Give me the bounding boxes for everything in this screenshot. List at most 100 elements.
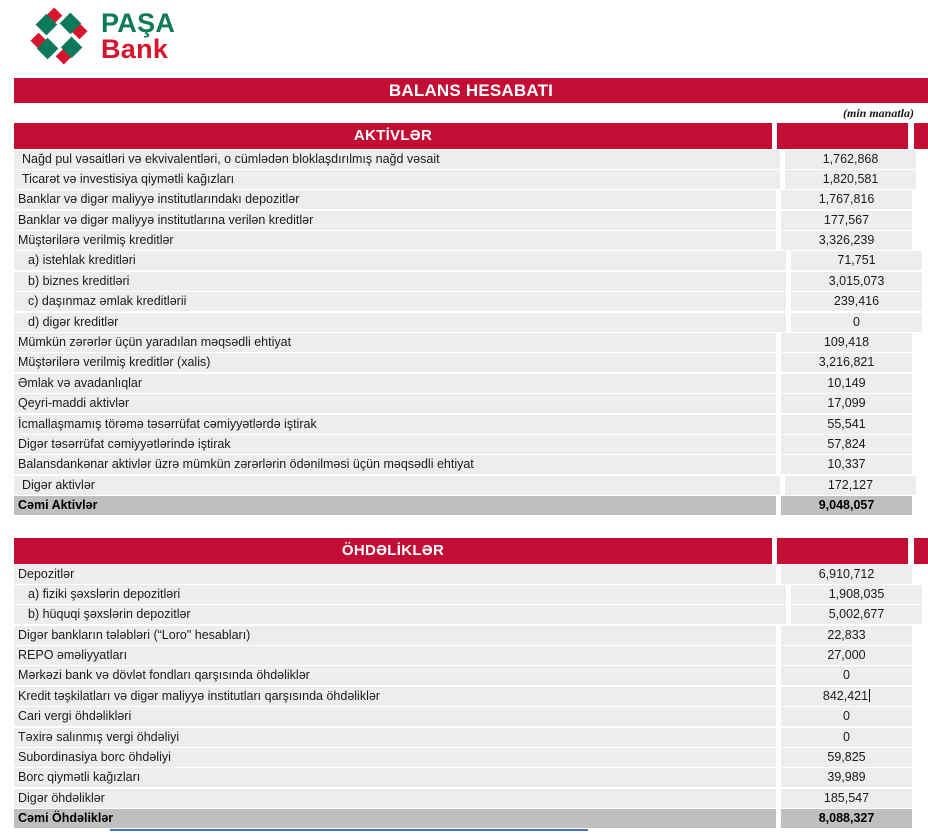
table-row: d) digər kreditlər 0: [14, 312, 928, 332]
row-label-cell[interactable]: Mərkəzi bank və dövlət fondları qarşısın…: [14, 666, 776, 686]
row-label: Balansdankənar aktivlər üzrə mümkün zərə…: [18, 457, 474, 472]
liabilities-header-title: ÖHDƏLİKLƏR: [341, 542, 445, 559]
row-label-cell[interactable]: Digər aktivlər: [14, 475, 780, 495]
row-value-cell[interactable]: 177,567: [781, 210, 912, 230]
row-label-cell[interactable]: b) hüquqi şəxslərin depozitlər: [14, 605, 786, 625]
row-value-cell[interactable]: 59,825: [781, 748, 912, 768]
row-label-cell[interactable]: Əmlak və avadanlıqlar: [14, 373, 776, 393]
row-label: Banklar və digər maliyyə institutlarına …: [18, 212, 314, 227]
row-label-cell[interactable]: Banklar və digər maliyyə institutlarına …: [14, 210, 776, 230]
row-label-cell[interactable]: Cari vergi öhdəlikləri: [14, 707, 776, 727]
table-row: Kredit təşkilatları və digər maliyyə ins…: [14, 686, 928, 706]
row-label-cell[interactable]: Balansdankənar aktivlər üzrə mümkün zərə…: [14, 455, 776, 475]
row-value: 22,833: [827, 627, 866, 642]
row-value-cell[interactable]: 0: [791, 312, 922, 332]
row-label-cell[interactable]: Banklar və digər maliyyə institutlarında…: [14, 190, 776, 210]
row-label: Borc qiymətli kağızları: [18, 770, 141, 785]
row-value: 27,000: [827, 648, 866, 663]
row-label-cell[interactable]: Digər bankların tələbləri (“Loro" hesabl…: [14, 625, 776, 645]
row-value-cell[interactable]: 8,088,327: [781, 809, 912, 829]
row-label-cell[interactable]: Ticarət və investisiya qiymətli kağızlar…: [14, 169, 780, 189]
row-value-cell[interactable]: 0: [781, 707, 912, 727]
row-value-cell[interactable]: 10,337: [781, 455, 912, 475]
row-label-cell[interactable]: Borc qiymətli kağızları: [14, 768, 776, 788]
row-label-cell[interactable]: Müştərilərə verilmiş kreditlər (xalis): [14, 353, 776, 373]
row-label-cell[interactable]: Depozitlər: [14, 564, 776, 584]
row-value-cell[interactable]: 71,751: [791, 251, 922, 271]
row-label: b) biznes kreditləri: [28, 273, 130, 288]
row-value-cell[interactable]: 6,910,712: [781, 564, 912, 584]
row-value-cell[interactable]: 10,149: [781, 373, 912, 393]
logo-word-pasa: PAŞA: [101, 7, 176, 38]
row-label-cell[interactable]: a) istehlak kreditləri: [14, 251, 786, 271]
row-value-cell[interactable]: 22,833: [781, 625, 912, 645]
row-label-cell[interactable]: Cəmi Öhdəliklər: [14, 809, 776, 829]
row-label: Qeyri-maddi aktivlər: [18, 396, 130, 411]
row-value-cell[interactable]: 1,762,868: [785, 149, 916, 169]
row-value-cell[interactable]: 1,767,816: [781, 190, 912, 210]
row-label-cell[interactable]: REPO əməliyyatları: [14, 646, 776, 666]
row-label: a) istehlak kreditləri: [28, 253, 136, 268]
row-label-cell[interactable]: Mümkün zərərlər üçün yaradılan məqsədli …: [14, 333, 776, 353]
row-value: 0: [843, 709, 850, 724]
row-value: 1,820,581: [822, 171, 879, 186]
row-label-cell[interactable]: Kredit təşkilatları və digər maliyyə ins…: [14, 686, 776, 706]
row-value-cell[interactable]: 39,989: [781, 768, 912, 788]
selection-underline: [110, 829, 588, 831]
row-value-cell[interactable]: 3,326,239: [781, 231, 912, 251]
row-value-cell[interactable]: 185,547: [781, 788, 912, 808]
row-value-cell[interactable]: 27,000: [781, 646, 912, 666]
row-label-cell[interactable]: Digər təsərrüfat cəmiyyətlərində iştirak: [14, 434, 776, 454]
row-value-cell[interactable]: 57,824: [781, 434, 912, 454]
row-label-cell[interactable]: a) fiziki şəxslərin depozitləri: [14, 584, 786, 604]
table-row: Depozitlər 6,910,712: [14, 564, 928, 584]
row-label-cell[interactable]: İcmallaşmamış törəmə təsərrüfat cəmiyyət…: [14, 414, 776, 434]
row-value-cell[interactable]: 0: [781, 666, 912, 686]
table-row: Subordinasiya borc öhdəliyi 59,825: [14, 748, 928, 768]
row-value-cell[interactable]: 1,908,035: [791, 584, 922, 604]
row-label: Nağd pul vəsaitləri və ekvivalentləri, o…: [22, 151, 440, 166]
row-value-cell[interactable]: 1,820,581: [785, 169, 916, 189]
row-value-cell[interactable]: 239,416: [791, 292, 922, 312]
liabilities-rows: Depozitlər 6,910,712 a) fiziki şəxslərin…: [14, 564, 928, 829]
table-row: Nağd pul vəsaitləri və ekvivalentləri, o…: [14, 149, 928, 169]
row-value-cell[interactable]: 9,048,057: [781, 496, 912, 516]
row-value-cell[interactable]: 17,099: [781, 394, 912, 414]
row-label: Cəmi Aktivlər: [18, 498, 98, 513]
row-label-cell[interactable]: b) biznes kreditləri: [14, 271, 786, 291]
row-value: 0: [843, 668, 850, 683]
row-value-cell[interactable]: 3,216,821: [781, 353, 912, 373]
row-label: İcmallaşmamış törəmə təsərrüfat cəmiyyət…: [18, 416, 317, 431]
row-value: 55,541: [827, 416, 866, 431]
row-label-cell[interactable]: Təxirə salınmış vergi öhdəliyi: [14, 727, 776, 747]
row-value-cell[interactable]: 3,015,073: [791, 271, 922, 291]
liabilities-header-label-cell: ÖHDƏLİKLƏR: [14, 538, 772, 564]
row-label-cell[interactable]: Cəmi Aktivlər: [14, 496, 776, 516]
row-value: 59,825: [827, 750, 866, 765]
row-value-cell[interactable]: 55,541: [781, 414, 912, 434]
row-label: Banklar və digər maliyyə institutlarında…: [18, 192, 300, 207]
row-label-cell[interactable]: Digər öhdəliklər: [14, 788, 776, 808]
row-value-cell[interactable]: 5,002,677: [791, 605, 922, 625]
table-row: Digər bankların tələbləri (“Loro" hesabl…: [14, 625, 928, 645]
table-row: Digər təsərrüfat cəmiyyətlərində iştirak…: [14, 434, 928, 454]
table-row: Ticarət və investisiya qiymətli kağızlar…: [14, 169, 928, 189]
row-value-cell[interactable]: 109,418: [781, 333, 912, 353]
row-label: REPO əməliyyatları: [18, 648, 128, 663]
row-label-cell[interactable]: c) daşınmaz əmlak kreditlərii: [14, 292, 786, 312]
row-label: Cəmi Öhdəliklər: [18, 811, 114, 826]
table-row: Təxirə salınmış vergi öhdəliyi 0: [14, 727, 928, 747]
row-label-cell[interactable]: d) digər kreditlər: [14, 312, 786, 332]
row-value: 239,416: [833, 294, 880, 309]
row-value-cell[interactable]: 0: [781, 727, 912, 747]
row-label-cell[interactable]: Qeyri-maddi aktivlər: [14, 394, 776, 414]
row-label: Müştərilərə verilmiş kreditlər: [18, 233, 174, 248]
row-label-cell[interactable]: Nağd pul vəsaitləri və ekvivalentləri, o…: [14, 149, 780, 169]
row-label: a) fiziki şəxslərin depozitləri: [28, 586, 181, 601]
row-value-cell[interactable]: 842,421: [781, 686, 912, 706]
row-label-cell[interactable]: Subordinasiya borc öhdəliyi: [14, 748, 776, 768]
table-row: Digər aktivlər 172,127: [14, 475, 928, 495]
row-label-cell[interactable]: Müştərilərə verilmiş kreditlər: [14, 231, 776, 251]
row-value-cell[interactable]: 172,127: [785, 475, 916, 495]
assets-header-value-cell: [777, 123, 908, 149]
